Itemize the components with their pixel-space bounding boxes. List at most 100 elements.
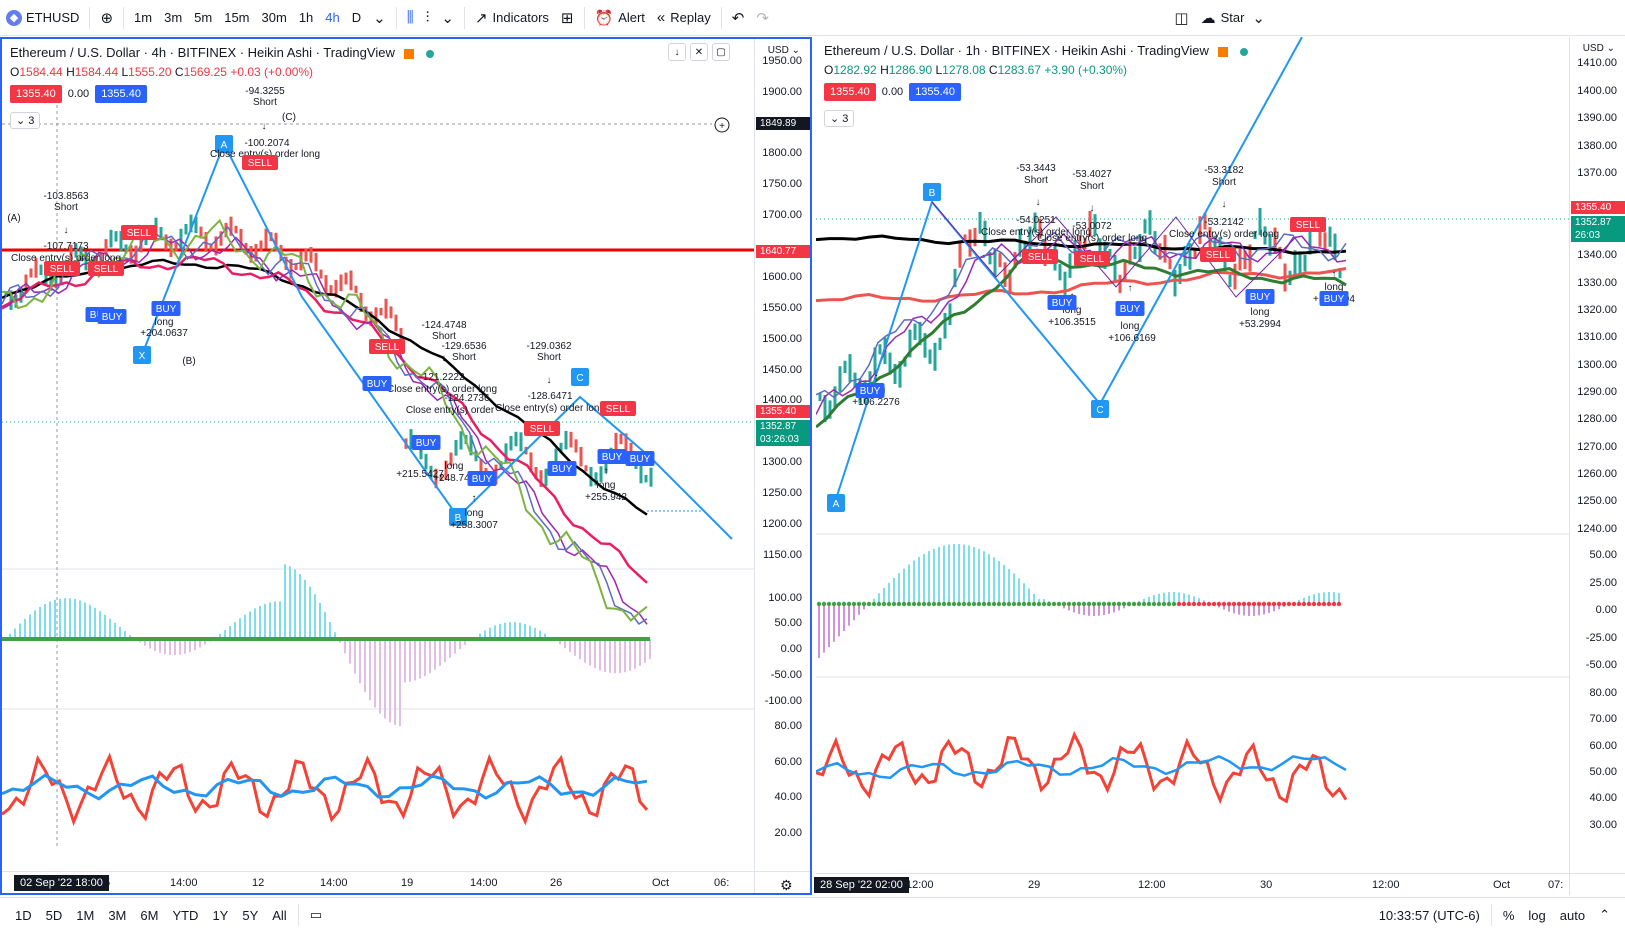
log-toggle[interactable]: log bbox=[1528, 907, 1546, 923]
chart-canvas-1h[interactable]: ABC-53.3443Short↓-53.4027Short↓-53.3182S… bbox=[816, 37, 1569, 873]
histogram-bar bbox=[878, 593, 880, 604]
zero-dot bbox=[991, 601, 997, 607]
long-arrow: ↑ bbox=[874, 372, 879, 383]
sell-badge-bg bbox=[1074, 251, 1110, 266]
templates-icon[interactable]: ⊞ bbox=[560, 9, 574, 27]
range-6m[interactable]: 6M bbox=[140, 907, 159, 923]
indicators-button[interactable]: ↗ Indicators bbox=[469, 4, 555, 32]
pivot-a: A bbox=[833, 499, 840, 510]
flag-icon[interactable] bbox=[404, 48, 415, 59]
histogram-bar bbox=[464, 639, 466, 646]
range-3m[interactable]: 3M bbox=[108, 907, 127, 923]
undo-icon[interactable]: ↶ bbox=[731, 9, 745, 27]
clock-label[interactable]: 10:33:57 (UTC-6) bbox=[1378, 907, 1480, 923]
candle bbox=[1198, 216, 1202, 245]
range-5d[interactable]: 5D bbox=[45, 907, 63, 923]
histogram-bar bbox=[159, 639, 161, 653]
redo-icon[interactable]: ↷ bbox=[756, 9, 769, 27]
range-1m[interactable]: 1M bbox=[76, 907, 95, 923]
replay-button[interactable]: « Replay bbox=[651, 4, 717, 32]
range-1y[interactable]: 1Y bbox=[212, 907, 229, 923]
settings-gear-icon[interactable]: ⚙ bbox=[780, 877, 793, 893]
candles-icon[interactable]: ⫶ bbox=[425, 9, 430, 26]
histogram-bar bbox=[1148, 596, 1150, 604]
zero-dot bbox=[1306, 601, 1312, 607]
interval-5m[interactable]: 5m bbox=[194, 10, 213, 25]
buy-price-button[interactable]: 1355.40 bbox=[95, 85, 147, 103]
goto-date-icon[interactable]: ▭ bbox=[309, 907, 322, 922]
candle bbox=[594, 472, 598, 486]
chart-canvas-4h[interactable]: XABC(A)(B)(C)-94.3255Short↓-100.2074Clos… bbox=[2, 39, 754, 871]
buy-price-button[interactable]: 1355.40 bbox=[909, 83, 961, 101]
histogram-bar bbox=[119, 626, 121, 639]
chevron-down-icon[interactable]: ⌄ bbox=[441, 9, 454, 27]
compare-add-icon[interactable]: ⊕ bbox=[100, 9, 114, 27]
indicators-collapse-button[interactable]: ⌄ 3 bbox=[824, 110, 855, 127]
collapse-icon[interactable]: ✕ bbox=[690, 43, 708, 61]
ohlc-high: 1286.90 bbox=[888, 63, 933, 77]
histogram-bar bbox=[144, 639, 146, 646]
histogram-bar bbox=[114, 622, 116, 639]
interval-4h[interactable]: 4h bbox=[325, 10, 340, 25]
alert-button[interactable]: ⏰ Alert bbox=[589, 4, 651, 32]
histogram-bar bbox=[903, 568, 905, 604]
sell-price-button[interactable]: 1355.40 bbox=[10, 85, 62, 103]
percent-toggle[interactable]: % bbox=[1502, 907, 1515, 923]
layout-label: Star bbox=[1220, 10, 1245, 25]
pink-ma-line bbox=[2, 255, 648, 584]
candle bbox=[114, 231, 118, 242]
zero-dot bbox=[896, 601, 902, 607]
histogram-bar bbox=[304, 579, 306, 639]
price-axis[interactable]: USD ⌄ 1410.00 1400.00 1390.00 1380.00 13… bbox=[1569, 37, 1625, 895]
interval-d[interactable]: D bbox=[351, 10, 362, 25]
buy-badge: BUY bbox=[630, 454, 651, 465]
collapse-panel-icon[interactable]: ⌃ bbox=[1599, 907, 1610, 922]
buy-badge-bg bbox=[855, 383, 885, 398]
currency-label[interactable]: USD ⌄ bbox=[767, 45, 800, 56]
long-arrow: ↑ bbox=[472, 493, 477, 504]
chevron-down-icon[interactable]: ⌄ bbox=[373, 9, 386, 27]
time-axis[interactable]: 02 Sep '22 18:00 5 14:00 12 14:00 19 14:… bbox=[2, 871, 810, 893]
indicators-collapse-button[interactable]: ⌄ 3 bbox=[10, 112, 41, 129]
price-tick: 1950.00 bbox=[762, 55, 802, 67]
price-axis[interactable]: USD ⌄ 1950.00 1900.00 1800.00 1750.00 17… bbox=[754, 39, 810, 893]
range-1d[interactable]: 1D bbox=[15, 907, 32, 923]
scroll-down-icon[interactable]: ↓ bbox=[668, 43, 686, 61]
sell-price-button[interactable]: 1355.40 bbox=[824, 83, 876, 101]
candle bbox=[514, 431, 518, 447]
short-arrow: ↓ bbox=[442, 353, 447, 364]
range-all[interactable]: All bbox=[272, 907, 287, 923]
symbol-search[interactable]: ◆ ETHUSD bbox=[0, 4, 85, 32]
layout-icon[interactable]: ◫ bbox=[1174, 9, 1189, 27]
currency-label[interactable]: USD ⌄ bbox=[1582, 43, 1615, 54]
interval-30m[interactable]: 30m bbox=[261, 10, 287, 25]
interval-3m[interactable]: 3m bbox=[164, 10, 183, 25]
layout-menu[interactable]: ☁ Star ⌄ bbox=[1195, 4, 1271, 32]
zero-dot bbox=[1126, 601, 1132, 607]
signal-text: long bbox=[465, 508, 484, 519]
interval-1m[interactable]: 1m bbox=[134, 10, 153, 25]
time-label: 5 bbox=[104, 877, 111, 889]
zero-dot bbox=[1136, 601, 1142, 607]
auto-toggle[interactable]: auto bbox=[1559, 907, 1586, 923]
signal-text: long bbox=[1063, 305, 1082, 316]
range-5y[interactable]: 5Y bbox=[242, 907, 259, 923]
bar-style-icon[interactable]: ⫼ bbox=[406, 9, 414, 26]
chart-pane-4h[interactable]: X A B C (A) (B) (C) -94.3255 Short ↓ -100.2074 Clos… bbox=[0, 37, 812, 895]
zero-dot bbox=[1121, 601, 1127, 607]
chart-pane-1h[interactable]: A B C -53.3443 Short ↓ -53.4027 Short ↓ -53.3182 S… bbox=[814, 37, 1625, 895]
interval-1h[interactable]: 1h bbox=[298, 10, 314, 25]
interval-15m[interactable]: 15m bbox=[224, 10, 250, 25]
long-arrow: ↑ bbox=[604, 466, 609, 477]
maximize-icon[interactable]: ▢ bbox=[712, 43, 730, 61]
histogram-bar bbox=[1008, 569, 1010, 604]
candle bbox=[1168, 259, 1172, 270]
price-tick: 1340.00 bbox=[1577, 249, 1617, 261]
candle bbox=[1148, 210, 1152, 235]
histogram-bar bbox=[863, 604, 865, 610]
short-arrow: ↓ bbox=[547, 375, 552, 386]
range-ytd[interactable]: YTD bbox=[172, 907, 199, 923]
chevron-down-icon: ⌄ bbox=[16, 115, 29, 127]
time-axis[interactable]: 28 Sep '22 02:00 12:00 29 12:00 30 12:00… bbox=[814, 873, 1625, 895]
flag-icon[interactable] bbox=[1218, 46, 1229, 57]
